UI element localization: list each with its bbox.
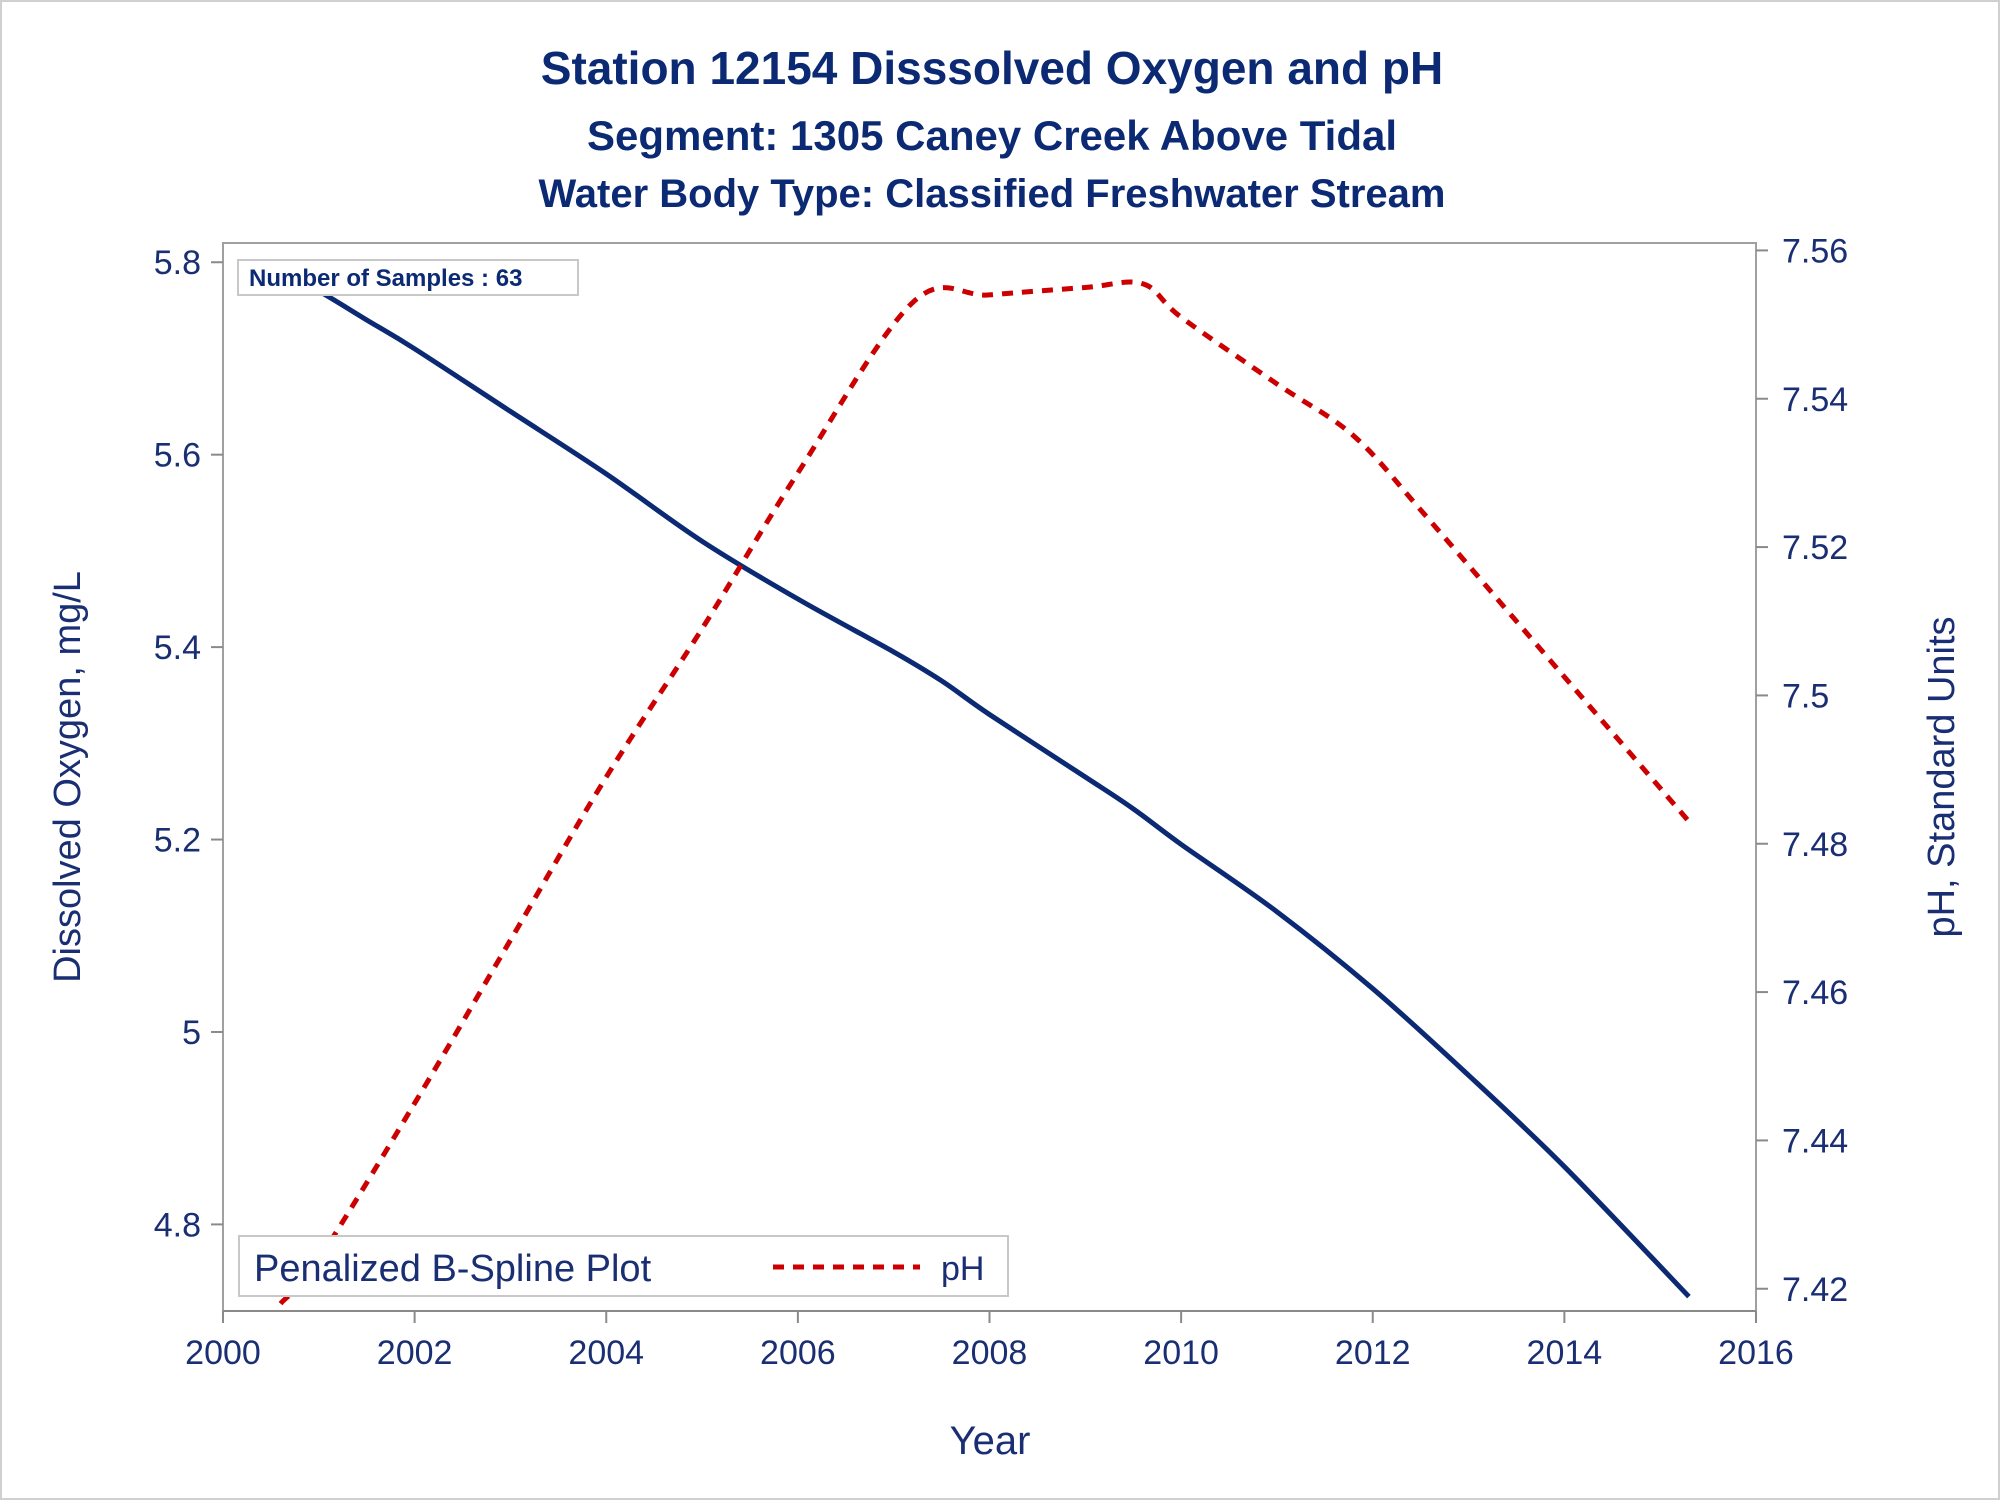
sample-count-annotation: Number of Samples : 63: [249, 265, 522, 292]
y-right-tick-label: 7.54: [1782, 381, 1848, 419]
y-right-tick-label: 7.42: [1782, 1271, 1848, 1309]
x-tick-label: 2016: [1718, 1334, 1794, 1372]
y-right-tick-label: 7.44: [1782, 1122, 1848, 1160]
y-axis-right: 7.42 7.44 7.46 7.48 7.5 7.52 7.54 7.56: [1756, 232, 1848, 1309]
series-layer: [278, 269, 1691, 1306]
dissolved-oxygen-series-line: [279, 269, 1691, 1299]
y-right-tick-label: 7.56: [1782, 232, 1848, 270]
x-tick-label: 2012: [1335, 1334, 1411, 1372]
legend-title: Penalized B-Spline Plot: [254, 1248, 652, 1290]
y-left-tick-label: 5.2: [154, 822, 201, 860]
annotation-box: [237, 259, 579, 296]
y-right-tick-label: 7.46: [1782, 974, 1848, 1012]
y-right-tick-label: 7.5: [1782, 677, 1829, 715]
y-axis-left: 4.8 5 5.2 5.4 5.6 5.8: [154, 244, 223, 1244]
x-tick-label: 2000: [185, 1334, 261, 1372]
chart-title: Station 12154 Disssolved Oxygen and pH: [541, 42, 1443, 94]
y-left-tick-label: 5.4: [154, 629, 201, 667]
y-axis-right-label: pH, Standard Units: [1921, 616, 1963, 937]
y-left-tick-label: 5.8: [154, 244, 201, 282]
y-axis-left-label: Dissolved Oxygen, mg/L: [47, 571, 89, 983]
chart-subtitle-2: Water Body Type: Classified Freshwater S…: [539, 172, 1446, 216]
y-left-tick-label: 5: [182, 1014, 201, 1052]
y-right-tick-label: 7.52: [1782, 529, 1848, 567]
legend-ph-label: pH: [941, 1250, 984, 1288]
y-left-tick-label: 5.6: [154, 437, 201, 475]
legend: Penalized B-Spline Plot pH: [238, 1235, 1009, 1297]
x-axis: 2000 2002 2004 2006 2008 2010 2012 2014 2016: [185, 1310, 1794, 1372]
x-tick-label: 2008: [952, 1334, 1028, 1372]
ph-series-line: [278, 279, 1691, 1306]
x-tick-label: 2004: [568, 1334, 644, 1372]
x-tick-label: 2010: [1143, 1334, 1219, 1372]
y-left-tick-label: 4.8: [154, 1206, 201, 1244]
x-axis-label: Year: [950, 1419, 1031, 1463]
x-tick-label: 2014: [1527, 1334, 1603, 1372]
x-tick-label: 2006: [760, 1334, 836, 1372]
chart-subtitle: Segment: 1305 Caney Creek Above Tidal: [587, 112, 1397, 159]
x-tick-label: 2002: [377, 1334, 453, 1372]
y-right-tick-label: 7.48: [1782, 826, 1848, 864]
plot-area: [222, 242, 1757, 1312]
